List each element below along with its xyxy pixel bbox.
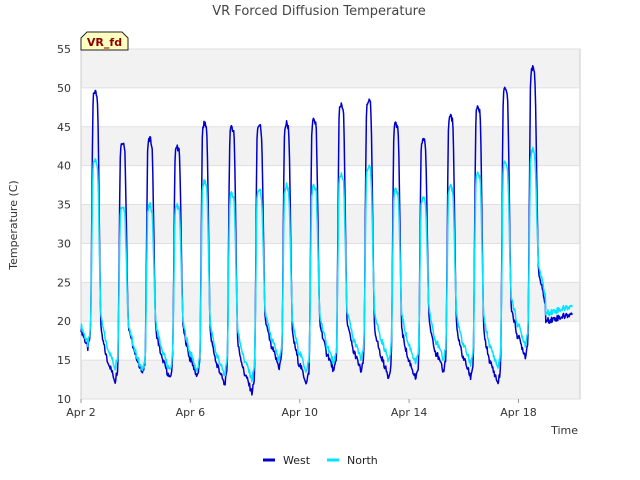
y-tick-label: 25	[57, 276, 71, 289]
y-tick-label: 10	[57, 393, 71, 406]
x-tick-label: Apr 6	[176, 406, 206, 419]
plot-band	[81, 243, 580, 283]
series-line-west	[80, 65, 573, 396]
plot-band	[81, 49, 580, 88]
site-badge: VR_fd	[80, 31, 129, 51]
plot-band	[81, 165, 580, 205]
y-axis-label: Temperature (C)	[7, 180, 20, 270]
y-tick-label: 30	[57, 237, 71, 250]
legend-label-west: West	[283, 454, 311, 467]
gridlines	[81, 48, 580, 400]
y-tick-label: 50	[57, 82, 71, 95]
x-axis-label: Time	[550, 424, 578, 437]
x-tick-label: Apr 2	[66, 406, 96, 419]
y-tick-label: 40	[57, 160, 71, 173]
x-tick-label: Apr 14	[391, 406, 428, 419]
series-line-north	[80, 146, 573, 383]
legend-label-north: North	[347, 454, 378, 467]
x-axis-ticks: Apr 2 Apr 6 Apr 10 Apr 14 Apr 18	[66, 399, 537, 419]
y-tick-label: 45	[57, 121, 71, 134]
chart-title: VR Forced Diffusion Temperature	[212, 4, 426, 19]
site-badge-box	[80, 31, 129, 51]
y-tick-label: 55	[57, 43, 71, 56]
x-tick-label: Apr 18	[500, 406, 537, 419]
x-tick-label: Apr 10	[281, 406, 318, 419]
y-axis-ticks: 10 15 20 25 30 35 40 45 50 55	[57, 43, 71, 406]
plot-background-bands	[81, 49, 580, 399]
series-layer	[80, 65, 573, 396]
plot-band	[81, 87, 580, 127]
plot-band	[81, 282, 580, 322]
y-tick-label: 35	[57, 199, 71, 212]
y-tick-label: 20	[57, 315, 71, 328]
site-badge-label: VR_fd	[87, 36, 122, 49]
plot-band	[81, 126, 580, 166]
plot-band	[81, 360, 580, 399]
legend: West North	[263, 454, 378, 467]
plot-band	[81, 204, 580, 244]
y-tick-label: 15	[57, 354, 71, 367]
